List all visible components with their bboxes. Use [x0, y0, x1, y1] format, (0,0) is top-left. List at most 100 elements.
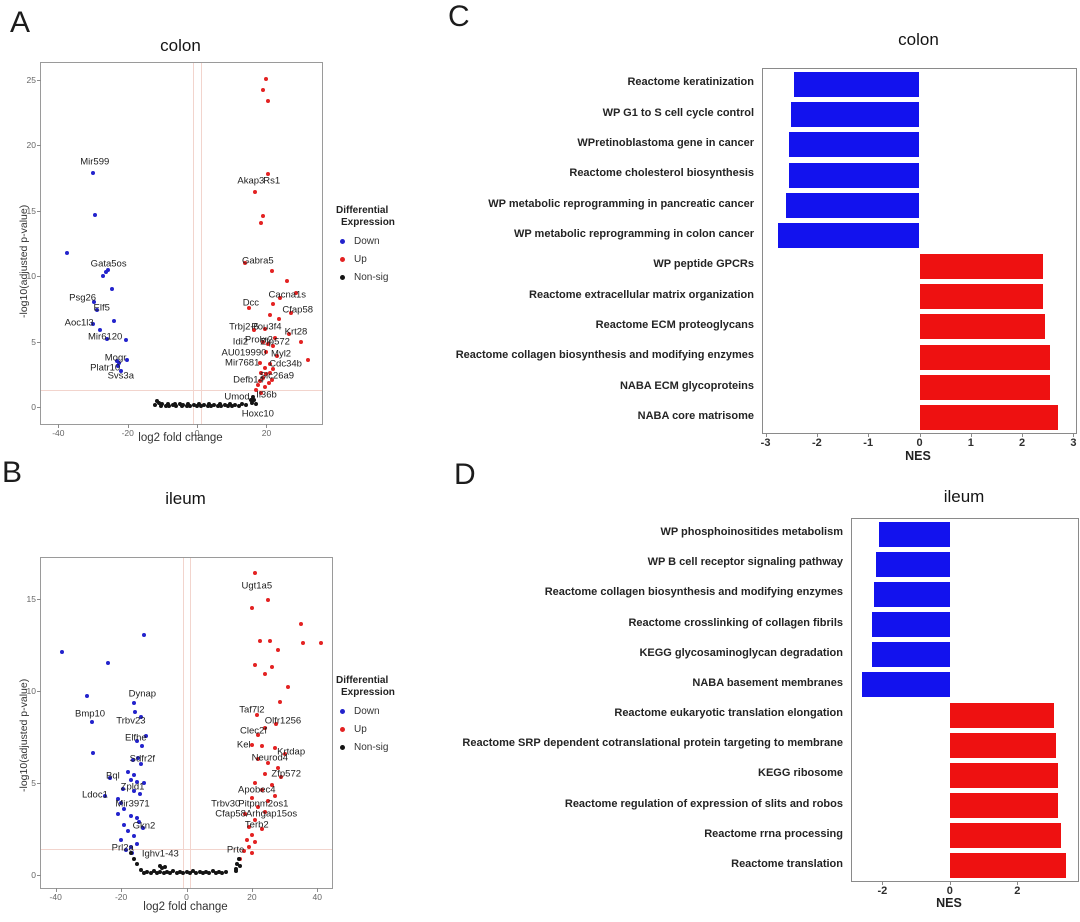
- data-point: [65, 250, 70, 255]
- nonsig-dot-icon: [340, 275, 345, 280]
- bar: [786, 192, 920, 219]
- axis-tick: [37, 276, 41, 278]
- data-point: [167, 403, 172, 408]
- data-point: [119, 801, 124, 806]
- axis-tick-label: -2: [877, 885, 888, 897]
- data-point: [119, 369, 124, 374]
- data-point: [253, 662, 258, 667]
- bar: [788, 132, 920, 158]
- data-point: [264, 76, 269, 81]
- data-point: [115, 812, 120, 817]
- data-point: [163, 864, 168, 869]
- data-point: [269, 782, 274, 787]
- data-point: [276, 317, 281, 322]
- category-label: Reactome collagen biosynthesis and modif…: [544, 586, 843, 599]
- data-point: [106, 661, 111, 666]
- bar-plot-area: -3 -2 -1 0 1 2 3: [761, 68, 1077, 449]
- data-point: [266, 598, 271, 603]
- bar: [919, 344, 1051, 370]
- data-point: [267, 638, 272, 643]
- category-label: KEGG ribosome: [758, 767, 843, 780]
- legend-item-up: Up: [336, 254, 395, 265]
- data-point: [145, 870, 150, 875]
- data-point: [102, 793, 107, 798]
- gene-label: Trbj2-6: [229, 321, 259, 333]
- data-point: [135, 862, 140, 867]
- category-label: Reactome rrna processing: [704, 827, 843, 840]
- axis-tick-label: 2: [1019, 437, 1026, 449]
- data-point: [272, 793, 277, 798]
- gene-label: Cacna1s: [268, 289, 307, 301]
- data-point: [123, 337, 128, 342]
- data-point: [168, 871, 173, 876]
- axis-tick: [127, 424, 129, 428]
- gene-label: Bql: [106, 770, 120, 782]
- axis-tick-label: 20: [247, 892, 257, 902]
- data-point: [137, 819, 142, 824]
- data-point: [132, 856, 137, 861]
- gene-label: Cdc34b: [269, 358, 302, 370]
- data-point: [188, 403, 193, 408]
- gene-label: Idi2: [232, 336, 249, 348]
- panel-b-title: ileum: [165, 489, 206, 508]
- volcano-plot-colon: Mir599 Gata5os Psg26 Elf5 Aoc1l3 Mir6120 Mogr P…: [27, 62, 323, 438]
- axis-tick-label: -40: [52, 428, 65, 438]
- data-point: [181, 403, 186, 408]
- legend-title-line1: Differential: [336, 205, 389, 216]
- data-point: [174, 403, 179, 408]
- axis-tick-label: 0: [946, 885, 953, 897]
- axis-tick: [37, 80, 41, 81]
- legend-title-line2: Expression: [341, 217, 395, 228]
- significance-guide-line: [182, 558, 184, 888]
- axis-tick-label: 40: [312, 892, 323, 902]
- gene-label: Ighv1-43: [141, 848, 179, 860]
- axis-tick-label: 0: [916, 437, 923, 449]
- data-point: [84, 694, 89, 699]
- bar: [919, 253, 1043, 279]
- data-point: [122, 823, 127, 828]
- data-point: [271, 367, 276, 372]
- data-point: [262, 725, 267, 730]
- data-point: [253, 190, 258, 195]
- axis-tick: [37, 145, 41, 147]
- axis-tick-label: 0: [31, 870, 36, 881]
- panel-d-x-axis-label: NES: [936, 896, 962, 910]
- category-label: WPretinoblastoma gene in cancer: [577, 136, 754, 149]
- data-point: [259, 788, 264, 793]
- data-point: [274, 353, 279, 358]
- data-point: [132, 700, 137, 705]
- axis-tick-label: 20: [261, 428, 272, 438]
- data-point: [91, 751, 96, 756]
- data-point: [163, 403, 168, 408]
- data-point: [220, 871, 225, 876]
- legend-item-up: Up: [336, 724, 395, 735]
- bar: [949, 823, 1062, 849]
- data-point: [271, 344, 276, 349]
- significance-guide-line: [41, 849, 332, 851]
- data-point: [125, 828, 130, 833]
- data-point: [101, 273, 106, 278]
- legend-title-line1: Differential: [336, 675, 389, 686]
- data-point: [148, 871, 153, 876]
- legend-item-down: Down: [336, 236, 395, 247]
- data-point: [181, 871, 186, 876]
- axis-tick: [1017, 881, 1019, 885]
- bar: [862, 672, 950, 698]
- axis-tick: [1073, 433, 1075, 437]
- category-label: KEGG glycosaminoglycan degradation: [639, 646, 843, 659]
- axis-tick: [317, 888, 319, 892]
- data-point: [213, 871, 218, 876]
- data-point: [269, 664, 274, 669]
- data-point: [202, 403, 207, 408]
- axis-tick: [55, 888, 57, 892]
- data-point: [247, 305, 252, 310]
- data-point: [91, 321, 96, 326]
- data-point: [140, 744, 145, 749]
- legend-item-nonsig: Non-sig: [336, 272, 395, 283]
- data-point: [174, 871, 179, 876]
- data-point: [138, 762, 143, 767]
- data-point: [240, 402, 245, 407]
- bar: [919, 374, 1051, 401]
- data-point: [191, 869, 196, 874]
- legend-item-down: Down: [336, 706, 395, 717]
